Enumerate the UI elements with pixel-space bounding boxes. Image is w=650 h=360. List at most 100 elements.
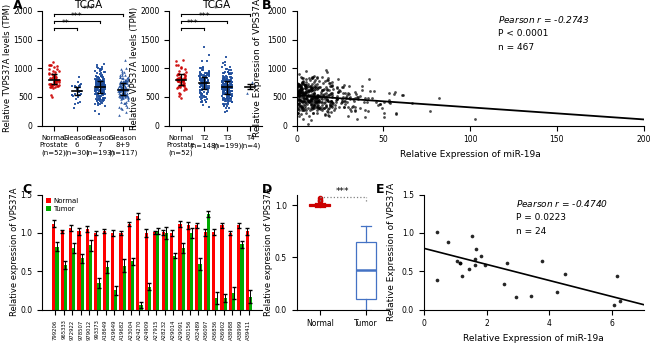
Point [222,76,232,82]
X-axis label: Relative Expression of miR-19a: Relative Expression of miR-19a [400,150,540,159]
Point [220,99,231,104]
Point [114,75,125,80]
Point [198,85,209,91]
Point [44,67,55,72]
Point [121,80,131,86]
Point [123,76,133,82]
Point [196,79,207,85]
Point [195,75,205,80]
Point [224,71,235,77]
Point [92,94,102,100]
Point [117,95,127,101]
Point [304,93,314,99]
Point [292,101,303,107]
Point [313,96,323,102]
Point [122,90,132,96]
Point [322,98,333,104]
Bar [224,298,227,310]
Bar [220,225,224,310]
Bar [164,233,168,310]
Point [99,69,110,75]
Point [312,94,322,100]
Bar [232,293,235,310]
Point [308,95,318,101]
Point [499,281,510,287]
Point [222,66,233,72]
Point [198,94,209,99]
Point [295,89,306,95]
Point [199,76,209,82]
Point [222,80,232,85]
Point [359,107,370,113]
Point [45,75,55,81]
Point [294,103,305,109]
Point [75,99,85,104]
Point [302,99,313,104]
Point [198,83,209,89]
Point [302,93,313,98]
Point [51,74,62,80]
Point [196,87,206,93]
Point [120,73,131,78]
Point [313,93,323,98]
Point [116,75,127,81]
Point [306,98,316,103]
Point [350,91,361,97]
Point [330,103,340,108]
Point [225,83,235,89]
Point [348,103,358,109]
Point [75,92,85,98]
Point [198,84,209,90]
Point [116,99,127,105]
Point [73,88,84,94]
Point [313,99,324,105]
Point [99,85,110,90]
Point [196,93,207,99]
Point [296,105,306,111]
Point [97,73,107,79]
Point [337,96,347,102]
Point [352,94,362,100]
Point [470,257,480,262]
Y-axis label: Relative expression of VPS37A: Relative expression of VPS37A [265,188,274,316]
Point [303,87,313,93]
Point [310,94,320,99]
Point [367,95,378,101]
Point [299,98,309,104]
Point [322,98,333,104]
Point [123,95,133,100]
Point [222,81,232,87]
Point [292,84,302,89]
Bar [136,216,140,310]
Point [220,66,231,72]
Point [176,64,186,70]
Point [320,99,330,104]
Point [196,92,206,98]
Point [329,108,339,113]
Point [311,98,322,103]
Point [73,79,84,85]
Point [337,99,348,105]
Point [118,78,129,84]
Point [307,110,318,116]
Point [118,69,129,75]
Point [120,77,130,83]
Point [292,105,303,111]
Point [608,302,619,308]
Point [203,85,213,91]
Point [121,77,131,83]
Point [353,96,363,102]
Point [224,89,234,95]
Point [326,99,337,104]
Point [292,111,303,116]
Point [341,95,352,101]
Point [94,88,105,94]
Point [98,97,108,103]
Point [198,76,209,81]
Point [99,61,110,67]
Point [292,90,302,95]
Point [203,78,213,84]
Point [98,95,108,101]
Point [245,85,255,91]
Point [195,77,205,83]
